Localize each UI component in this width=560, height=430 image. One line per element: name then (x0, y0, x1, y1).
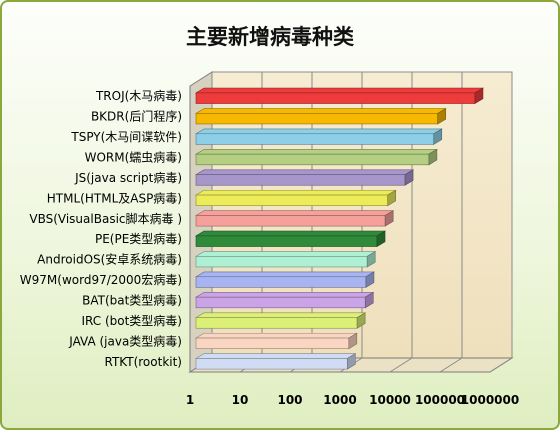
bar-top (194, 332, 358, 339)
bar-top (194, 149, 438, 155)
bar-front (195, 296, 366, 309)
bar (194, 210, 395, 227)
bar-front (195, 317, 358, 329)
bar-end (347, 353, 356, 370)
bar-front (195, 256, 368, 268)
bar-top (194, 169, 415, 175)
bar-front (195, 113, 439, 125)
gridline-floor (489, 357, 513, 373)
category-label: BKDR(后门程序) (91, 109, 182, 124)
gridline-floor (439, 357, 463, 373)
bar (194, 87, 485, 105)
tick-label: 10 (232, 393, 249, 407)
category-label: WORM(蠕虫病毒) (85, 150, 182, 165)
bar-front (195, 337, 350, 349)
bar-end (474, 87, 484, 105)
bar-end (366, 251, 376, 268)
bar-end (433, 128, 443, 145)
bar-end (365, 271, 375, 288)
bar-top (194, 312, 367, 318)
bar (194, 169, 415, 186)
bar-front (195, 174, 406, 186)
category-label: JAVA (java类型病毒) (68, 333, 182, 348)
tick-label: 100000 (415, 393, 465, 407)
category-labels: TROJ(木马病毒) BKDR(后门程序) TSPY(木马间谍软件) WORM(蠕虫病… (20, 88, 182, 369)
bar-end (387, 189, 397, 207)
bar-top (194, 128, 443, 135)
bar-front (195, 92, 476, 104)
bar-front (195, 194, 389, 206)
bar-front (195, 276, 367, 288)
bar-end (348, 332, 358, 350)
bar-end (437, 108, 447, 125)
bar (194, 332, 358, 350)
bar-top (194, 353, 357, 359)
bar (194, 271, 376, 288)
tick-label: 1 (186, 393, 194, 407)
bar (194, 128, 443, 145)
bar-top (194, 271, 376, 278)
bar-top (194, 292, 375, 298)
bar (194, 148, 438, 166)
bar-front (195, 133, 435, 145)
bar-end (356, 312, 366, 329)
bar-front (195, 235, 378, 247)
bar-front (195, 153, 430, 166)
bar (194, 230, 387, 248)
bar-top (194, 230, 387, 237)
category-label: RTKT(rootkit) (105, 355, 182, 369)
bar-front (195, 358, 348, 370)
bar (194, 312, 367, 329)
bar (194, 108, 447, 125)
bar-front (195, 215, 386, 227)
bar (194, 251, 377, 268)
category-label: JS(java script病毒) (74, 170, 182, 185)
category-label: W97M(word97/2000宏病毒) (20, 272, 182, 287)
chart-title: 主要新增病毒种类 (186, 25, 355, 49)
bar (194, 291, 375, 309)
bar-end (364, 291, 374, 309)
bar (194, 189, 397, 207)
bar-end (428, 148, 438, 166)
bar-top (194, 108, 447, 114)
tick-label: 100 (277, 393, 302, 407)
tick-label: 1000000 (461, 393, 519, 407)
category-label: AndroidOS(安卓系统病毒) (37, 252, 182, 267)
bar-end (384, 210, 394, 227)
bar-end (404, 169, 414, 186)
gridline-floor (389, 357, 413, 373)
bar-end (376, 230, 386, 248)
bar (194, 353, 357, 370)
category-label: HTML(HTML及ASP病毒) (47, 190, 182, 205)
tick-label: 10000 (369, 393, 411, 407)
category-label: IRC (bot类型病毒) (81, 313, 182, 328)
tick-label: 1000 (323, 393, 356, 407)
category-label: BAT(bat类型病毒) (82, 293, 182, 308)
category-label: TROJ(木马病毒) (95, 88, 182, 103)
bars (194, 87, 485, 370)
bar-top (194, 210, 395, 216)
bar-top (194, 87, 485, 94)
bar-top (194, 251, 377, 257)
category-label: TSPY(木马间谍软件) (70, 130, 182, 144)
category-label: PE(PE类型病毒) (95, 231, 182, 246)
category-label: VBS(VisualBasic脚本病毒 ) (29, 211, 182, 226)
bar-top (194, 189, 397, 196)
